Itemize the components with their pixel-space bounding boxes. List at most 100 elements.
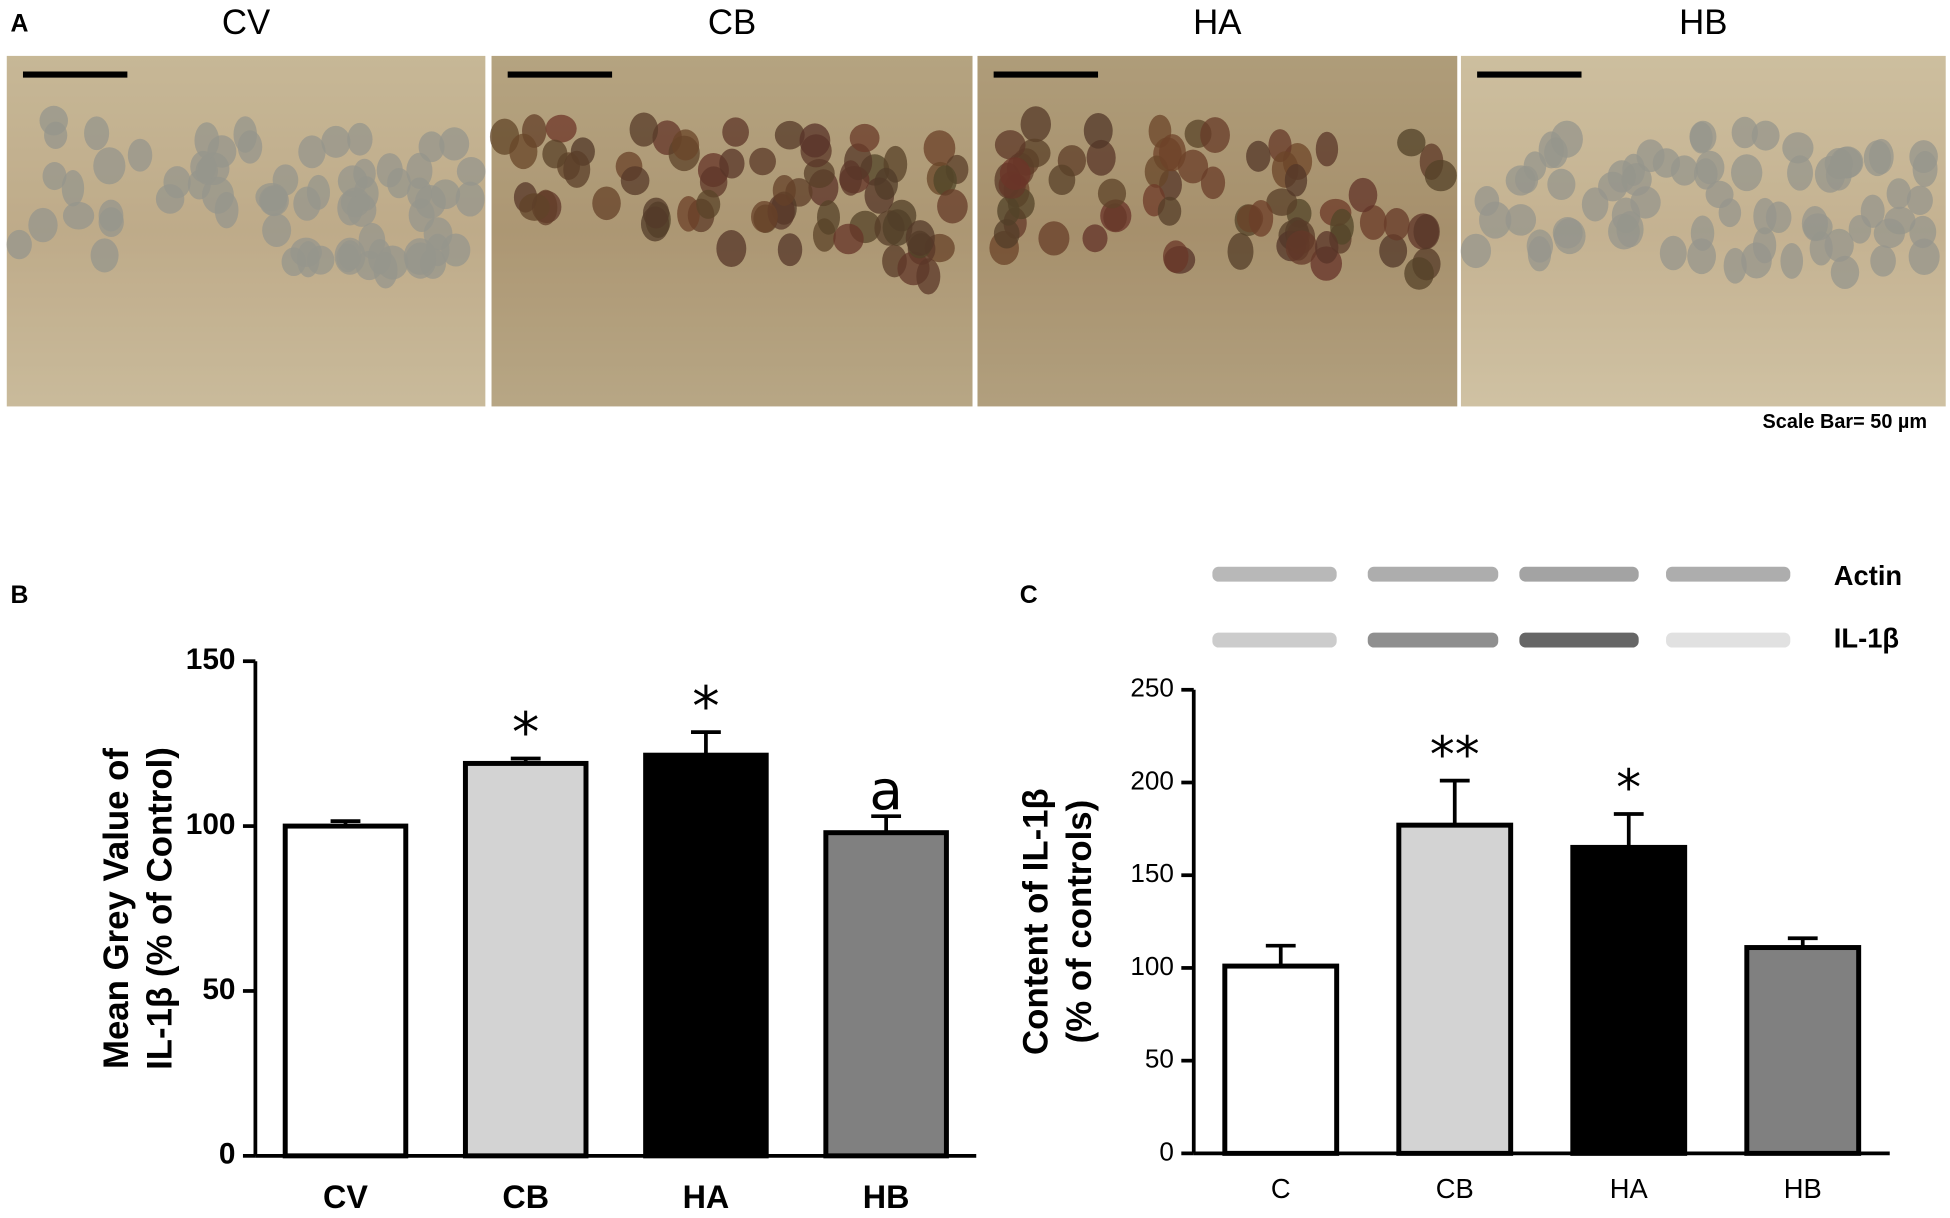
- cell: [1413, 214, 1440, 250]
- cell: [749, 147, 776, 176]
- cell: [373, 251, 398, 289]
- panel-label: B: [11, 582, 29, 609]
- cell: [321, 125, 351, 158]
- cell: [874, 167, 898, 200]
- y-tick-label: 100: [1130, 951, 1174, 981]
- x-tick-label: HB: [1784, 1173, 1822, 1204]
- cell: [1550, 120, 1583, 158]
- bar: [1396, 822, 1514, 1156]
- cell: [1200, 117, 1230, 154]
- cell: [750, 200, 778, 233]
- cell: [799, 123, 831, 158]
- y-tick-label: 0: [219, 1138, 236, 1171]
- cell: [1752, 227, 1777, 264]
- y-tick-label: 150: [186, 643, 236, 676]
- panel-label: C: [1020, 582, 1038, 609]
- cell: [439, 127, 470, 161]
- blot-label: IL-1β: [1834, 622, 1899, 653]
- cell: [1824, 228, 1854, 262]
- cell: [1460, 233, 1492, 269]
- cell: [1547, 168, 1576, 201]
- cell: [1474, 185, 1500, 216]
- cell: [1687, 238, 1716, 275]
- cell: [194, 122, 220, 159]
- cell: [387, 167, 411, 199]
- y-tick-label: 50: [202, 973, 235, 1006]
- cell: [774, 120, 805, 150]
- cell: [1038, 221, 1070, 256]
- micrograph-title: CV: [222, 3, 271, 42]
- cell: [163, 166, 191, 199]
- cell: [418, 131, 445, 163]
- cell: [347, 122, 373, 156]
- x-tick-label: HA: [1610, 1173, 1649, 1204]
- cell: [1753, 197, 1777, 235]
- x-tick-label: CB: [1436, 1173, 1474, 1204]
- significance-label: **: [1430, 726, 1480, 784]
- cell: [629, 112, 659, 147]
- cell: [1552, 217, 1583, 249]
- cell: [1248, 199, 1274, 237]
- cell: [1598, 171, 1628, 202]
- cell: [563, 150, 591, 188]
- bar: [1744, 945, 1862, 1156]
- cell: [1611, 197, 1641, 233]
- cell: [1200, 166, 1226, 200]
- cell: [1266, 188, 1298, 216]
- y-tick-label: 50: [1145, 1044, 1174, 1074]
- cell: [1689, 121, 1713, 154]
- cell: [642, 197, 670, 229]
- cell: [6, 229, 32, 260]
- cell: [905, 220, 935, 256]
- cell: [1830, 146, 1863, 179]
- cell: [592, 186, 621, 221]
- cell: [1670, 155, 1698, 186]
- cell: [255, 182, 288, 212]
- blot-band: [1666, 632, 1791, 648]
- cell: [1718, 198, 1742, 228]
- x-tick-label: HA: [683, 1179, 730, 1215]
- cell: [1803, 213, 1833, 241]
- cell: [1886, 178, 1911, 210]
- cell: [1020, 106, 1051, 143]
- cell: [1860, 194, 1885, 228]
- cell: [1383, 208, 1410, 241]
- micrograph: [6, 55, 486, 407]
- cell: [1659, 235, 1687, 271]
- cell: [519, 193, 550, 221]
- cell: [1097, 178, 1127, 209]
- cell: [1787, 155, 1813, 191]
- cell: [1284, 164, 1308, 197]
- cell: [993, 219, 1020, 249]
- y-tick-label: 150: [1130, 858, 1174, 888]
- bar: [1222, 963, 1340, 1156]
- cell: [1018, 138, 1051, 168]
- cell: [1227, 232, 1254, 270]
- y-tick-label: 0: [1159, 1136, 1174, 1166]
- cell: [408, 198, 435, 232]
- cell: [1723, 247, 1747, 284]
- y-tick-label: 250: [1130, 673, 1174, 703]
- cell: [1379, 234, 1408, 268]
- blot-band: [1666, 566, 1791, 582]
- cell: [1782, 132, 1814, 164]
- cell: [1695, 150, 1725, 185]
- blot-band: [1519, 566, 1639, 582]
- x-tick-label: CV: [323, 1179, 368, 1215]
- cell: [127, 138, 153, 172]
- cell: [306, 174, 331, 210]
- cell: [1315, 131, 1339, 167]
- y-axis-label: (% of controls): [1060, 800, 1099, 1044]
- y-tick-label: 200: [1130, 765, 1174, 795]
- cell: [62, 201, 95, 230]
- cell: [1158, 134, 1186, 172]
- x-tick-label: CB: [502, 1179, 549, 1215]
- cell: [1731, 154, 1763, 192]
- cell: [849, 123, 880, 153]
- cell: [882, 209, 913, 246]
- blot-band: [1519, 632, 1639, 648]
- bar: [1570, 844, 1688, 1156]
- significance-label: *: [512, 700, 539, 764]
- cell: [1177, 149, 1209, 184]
- micrograph-title: HB: [1679, 3, 1727, 42]
